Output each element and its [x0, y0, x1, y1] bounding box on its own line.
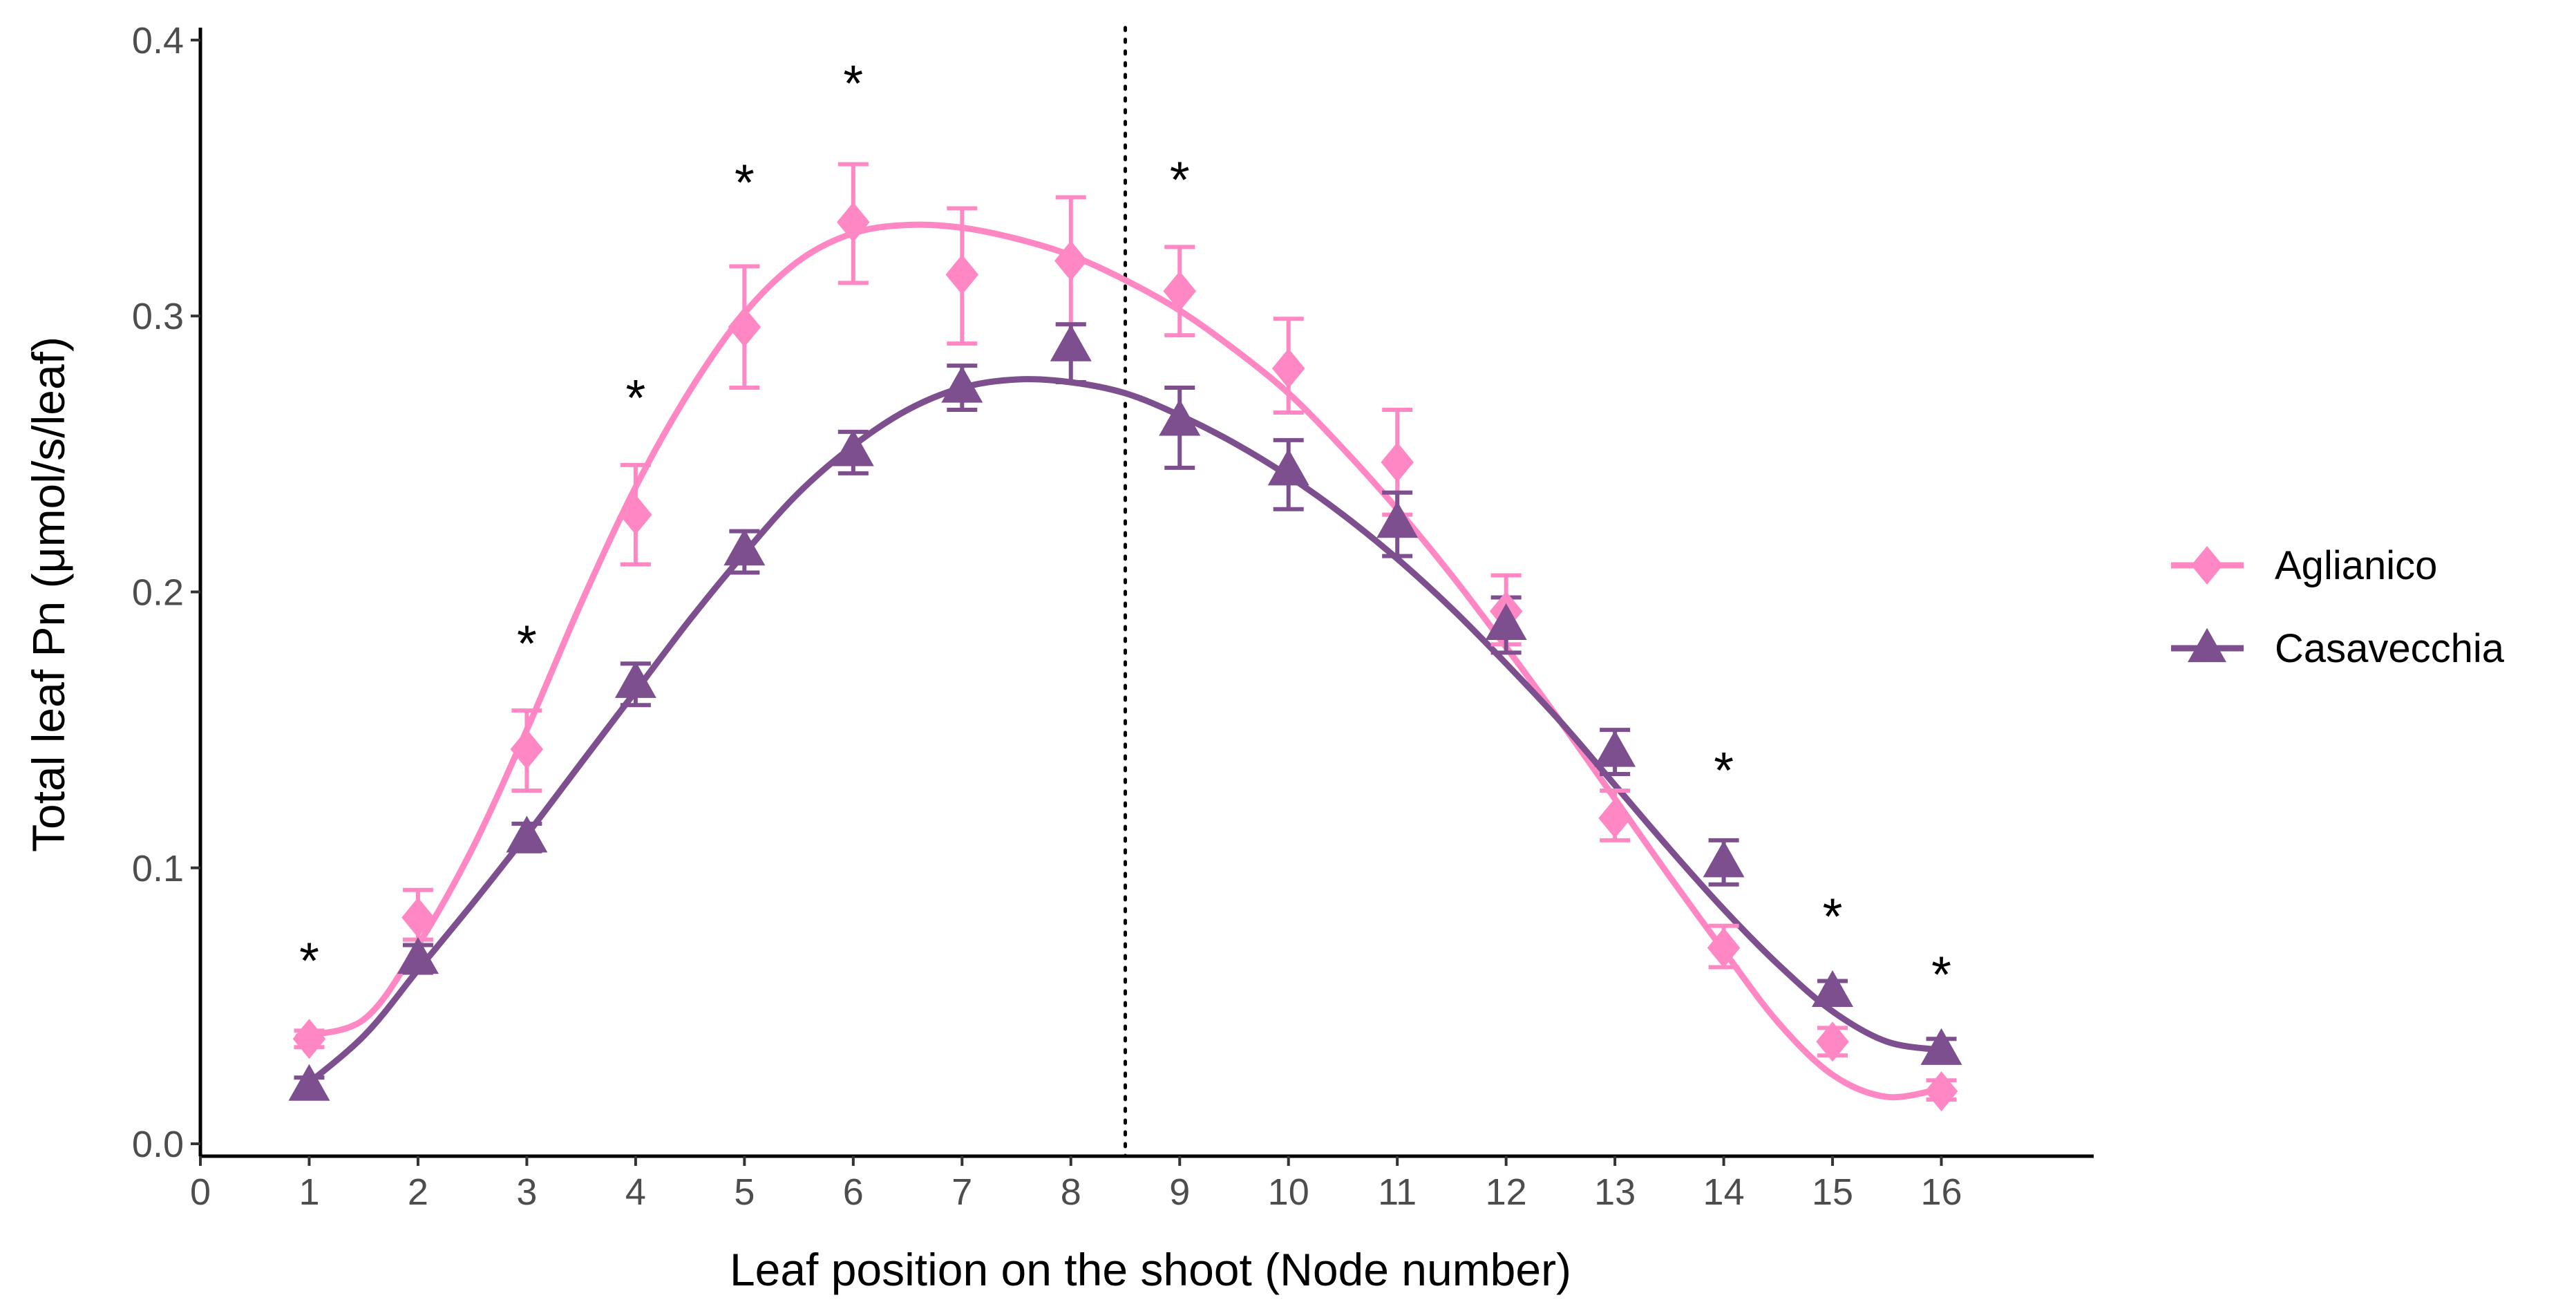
data-point-casavecchia [1267, 449, 1309, 486]
data-point-casavecchia [506, 815, 548, 853]
data-point-casavecchia [288, 1064, 330, 1101]
legend-marker-casavecchia [2188, 628, 2226, 663]
y-tick-label: 0.1 [132, 848, 184, 889]
data-point-casavecchia [941, 366, 983, 403]
data-point-aglianico [837, 202, 870, 243]
significance-asterisk: * [625, 369, 645, 426]
significance-asterisk: * [1931, 946, 1951, 1003]
x-tick-label: 11 [1378, 1171, 1417, 1213]
x-tick-label: 8 [1061, 1171, 1081, 1213]
x-tick-label: 14 [1703, 1171, 1745, 1213]
data-point-casavecchia [1920, 1028, 1962, 1065]
x-tick-label: 10 [1268, 1171, 1309, 1213]
x-tick-label: 9 [1169, 1171, 1190, 1213]
x-tick-label: 15 [1812, 1171, 1853, 1213]
x-tick-label: 1 [299, 1171, 319, 1213]
significance-asterisk: * [517, 614, 537, 672]
legend: Aglianico Casavecchia [2171, 543, 2505, 671]
significance-asterisk: * [1714, 742, 1734, 799]
data-point-aglianico [619, 494, 652, 535]
y-tick-label: 0.0 [132, 1124, 184, 1165]
data-point-aglianico [945, 254, 979, 295]
y-axis-title: Total leaf Pn (μmol/s/leaf) [23, 337, 74, 852]
x-tick-label: 6 [843, 1171, 864, 1213]
data-point-aglianico [292, 1019, 326, 1059]
data-point-casavecchia [1594, 730, 1636, 767]
x-axis-title: Leaf position on the shoot (Node number) [730, 1244, 1571, 1295]
x-tick-label: 12 [1486, 1171, 1527, 1213]
x-tick-label: 16 [1921, 1171, 1962, 1213]
data-point-casavecchia [1050, 324, 1092, 361]
data-point-aglianico [1271, 348, 1305, 389]
x-tick-label: 2 [408, 1171, 428, 1213]
x-tick-label: 5 [734, 1171, 755, 1213]
fit-line-aglianico [295, 221, 1944, 1101]
data-point-aglianico [728, 307, 761, 348]
x-tick-label: 13 [1594, 1171, 1636, 1213]
data-point-casavecchia [1376, 501, 1419, 538]
legend-label-casavecchia: Casavecchia [2275, 626, 2505, 671]
data-point-aglianico [1816, 1021, 1849, 1062]
x-tick-label: 3 [516, 1171, 537, 1213]
data-point-casavecchia [1812, 970, 1854, 1008]
legend-label-aglianico: Aglianico [2275, 543, 2437, 588]
significance-asterisk: * [1823, 888, 1843, 945]
data-point-aglianico [1924, 1071, 1958, 1112]
y-tick-label: 0.4 [132, 20, 184, 62]
data-point-casavecchia [832, 429, 874, 466]
significance-asterisk: * [843, 55, 863, 112]
x-tick-label: 0 [190, 1171, 211, 1213]
x-tick-label: 4 [625, 1171, 646, 1213]
significance-asterisk: * [735, 154, 755, 211]
data-point-aglianico [1054, 240, 1088, 281]
data-point-casavecchia [1703, 840, 1745, 878]
data-point-aglianico [510, 729, 544, 770]
data-point-casavecchia [614, 661, 656, 698]
data-point-casavecchia [1485, 603, 1527, 641]
y-tick-label: 0.2 [132, 572, 184, 614]
y-tick-label: 0.3 [132, 296, 184, 337]
significance-asterisk: * [299, 932, 319, 990]
data-point-casavecchia [397, 937, 439, 974]
x-tick-label: 7 [951, 1171, 972, 1213]
data-point-casavecchia [723, 529, 766, 566]
data-point-casavecchia [1159, 399, 1201, 436]
significance-asterisk: * [1170, 151, 1190, 209]
data-point-aglianico [1598, 798, 1631, 838]
data-point-aglianico [401, 897, 435, 938]
data-point-aglianico [1381, 442, 1414, 482]
fit-line-casavecchia [295, 376, 1944, 1095]
data-point-aglianico [1163, 271, 1197, 312]
legend-marker-aglianico [2191, 546, 2223, 585]
data-point-aglianico [1707, 927, 1741, 968]
